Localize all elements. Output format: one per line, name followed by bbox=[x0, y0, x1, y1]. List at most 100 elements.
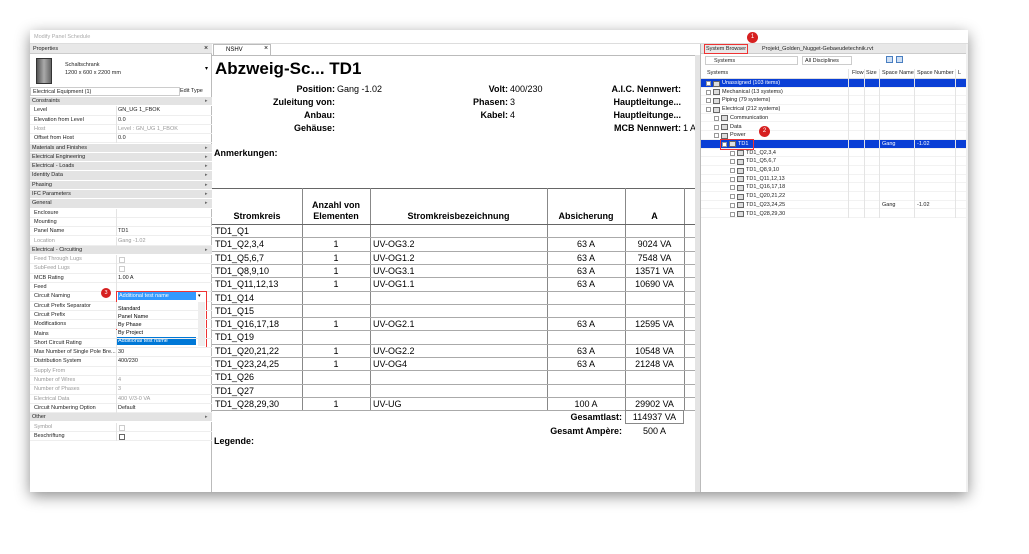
expander[interactable] bbox=[706, 98, 711, 104]
property-value[interactable]: GN_UG 1_FBOK bbox=[118, 107, 161, 114]
row-line bbox=[212, 396, 695, 398]
tree-row[interactable] bbox=[701, 157, 966, 166]
expander[interactable] bbox=[730, 168, 735, 173]
tree-row[interactable] bbox=[701, 183, 966, 193]
checkbox bbox=[119, 424, 125, 431]
dropdown-option[interactable]: By Phase bbox=[118, 322, 142, 329]
type-selector-arrow[interactable]: ▾ bbox=[205, 66, 209, 72]
group-label[interactable]: Constraints bbox=[32, 98, 60, 104]
expander[interactable] bbox=[730, 211, 735, 217]
property-value[interactable]: TD1 bbox=[118, 228, 129, 235]
tree-row[interactable] bbox=[701, 88, 966, 97]
badge: 2 bbox=[759, 126, 770, 138]
tree-icon bbox=[737, 193, 744, 200]
dropdown-option[interactable]: Additional test name bbox=[117, 337, 196, 346]
tree-row[interactable] bbox=[701, 105, 966, 114]
tree-row[interactable] bbox=[701, 210, 966, 219]
expander[interactable] bbox=[722, 141, 727, 147]
table-cell: TD1_Q28,29,30 bbox=[215, 398, 280, 409]
browser-tab[interactable]: System Browser bbox=[704, 44, 749, 54]
type-name: Schaltschrank bbox=[65, 62, 100, 68]
tree-label: TD1_Q11,12,13 bbox=[746, 175, 785, 182]
expander[interactable] bbox=[714, 124, 719, 130]
property-divider bbox=[116, 394, 117, 404]
expander[interactable] bbox=[714, 133, 719, 139]
tab-close[interactable]: × bbox=[264, 45, 269, 52]
group-label[interactable]: Electrical - Circuiting bbox=[32, 246, 83, 253]
expander[interactable] bbox=[730, 194, 735, 200]
field-value: 1 A bbox=[683, 123, 695, 133]
property-label: Enclosure bbox=[34, 209, 59, 216]
table-cell: TD1_Q8,9,10 bbox=[215, 265, 270, 276]
tree-label: TD1_Q28,29,30 bbox=[746, 210, 786, 217]
property-label: Supply From bbox=[34, 367, 66, 374]
tree-row[interactable] bbox=[701, 139, 966, 149]
expander[interactable] bbox=[730, 150, 735, 156]
group-label[interactable]: IFC Parameters bbox=[32, 191, 71, 197]
expander[interactable] bbox=[730, 176, 735, 182]
group-arrow: ▸ bbox=[205, 163, 208, 170]
row-line bbox=[212, 357, 695, 358]
property-value[interactable]: Level : GN_UG 1_FBOK bbox=[118, 125, 178, 132]
expander[interactable] bbox=[714, 115, 719, 121]
property-label: MCB Rating bbox=[34, 274, 64, 281]
table-cell: UV-OG4 bbox=[373, 359, 408, 369]
tree-row[interactable] bbox=[701, 166, 966, 175]
expander[interactable] bbox=[730, 159, 735, 165]
checkbox[interactable] bbox=[119, 433, 125, 440]
category-selector[interactable]: Electrical Equipment (1) bbox=[30, 87, 180, 96]
table-cell: TD1_Q27 bbox=[215, 385, 255, 396]
expander[interactable] bbox=[730, 185, 735, 191]
property-row bbox=[30, 339, 212, 349]
filter-discipline[interactable]: All Disciplines bbox=[802, 56, 852, 65]
view-tab[interactable]: NSHV bbox=[213, 44, 271, 55]
tree-row[interactable] bbox=[701, 96, 966, 106]
property-value[interactable]: Default bbox=[118, 404, 136, 411]
group-label[interactable]: Materials and Finishes bbox=[32, 144, 88, 151]
tree-row[interactable] bbox=[701, 123, 966, 132]
group-label[interactable]: Identity Data bbox=[32, 172, 63, 179]
expander[interactable] bbox=[706, 89, 711, 95]
group-label[interactable]: General bbox=[32, 200, 52, 207]
tree-row[interactable] bbox=[701, 149, 966, 158]
column-line bbox=[684, 188, 685, 411]
tree-row[interactable] bbox=[701, 175, 966, 184]
group-label[interactable]: Electrical Engineering bbox=[32, 153, 86, 160]
dropdown-value[interactable]: Additional test name bbox=[118, 292, 196, 301]
group-label[interactable]: Electrical - Loads bbox=[32, 163, 75, 170]
property-value[interactable]: 0.0 bbox=[118, 116, 126, 123]
column-line bbox=[302, 188, 303, 411]
property-value[interactable]: Gang -1.02 bbox=[118, 237, 146, 244]
table-top bbox=[212, 188, 695, 189]
close-button[interactable]: × bbox=[204, 45, 209, 52]
tree-row[interactable] bbox=[701, 114, 966, 123]
dropdown-option[interactable]: By Project bbox=[118, 330, 144, 337]
property-value[interactable]: 4 bbox=[118, 377, 122, 383]
table-cell: 13571 VA bbox=[635, 265, 674, 276]
property-divider bbox=[116, 376, 117, 386]
dropdown-option[interactable]: Panel Name bbox=[118, 314, 149, 321]
toolbar-icon[interactable] bbox=[896, 56, 903, 63]
dropdown-option[interactable]: Standard bbox=[118, 306, 141, 313]
expander[interactable] bbox=[706, 107, 711, 113]
edit-type-button[interactable]: Edit Type bbox=[180, 88, 203, 94]
column-line bbox=[547, 188, 548, 411]
group-label[interactable]: Phasing bbox=[32, 181, 52, 188]
property-value[interactable]: 1.00 A bbox=[118, 274, 134, 281]
tree-row[interactable] bbox=[701, 79, 966, 88]
toolbar-icon[interactable] bbox=[886, 56, 893, 63]
field-label: Zuleitung von: bbox=[273, 97, 335, 107]
tree-row[interactable] bbox=[701, 131, 966, 140]
property-value[interactable]: 400 V/3-0 VA bbox=[118, 395, 151, 402]
tree-row[interactable] bbox=[701, 201, 966, 210]
group-label[interactable]: Other bbox=[32, 414, 46, 421]
property-value[interactable]: 0.0 bbox=[118, 135, 126, 142]
property-value[interactable]: 3 bbox=[118, 386, 122, 393]
expander[interactable] bbox=[706, 81, 711, 86]
filter-systems[interactable]: Systems bbox=[705, 56, 798, 65]
group-arrow: ▸ bbox=[205, 144, 208, 151]
property-value[interactable]: 30 bbox=[118, 349, 125, 356]
tree-row[interactable] bbox=[701, 192, 966, 201]
property-value[interactable]: 400/230 bbox=[118, 358, 138, 365]
expander[interactable] bbox=[730, 202, 735, 208]
